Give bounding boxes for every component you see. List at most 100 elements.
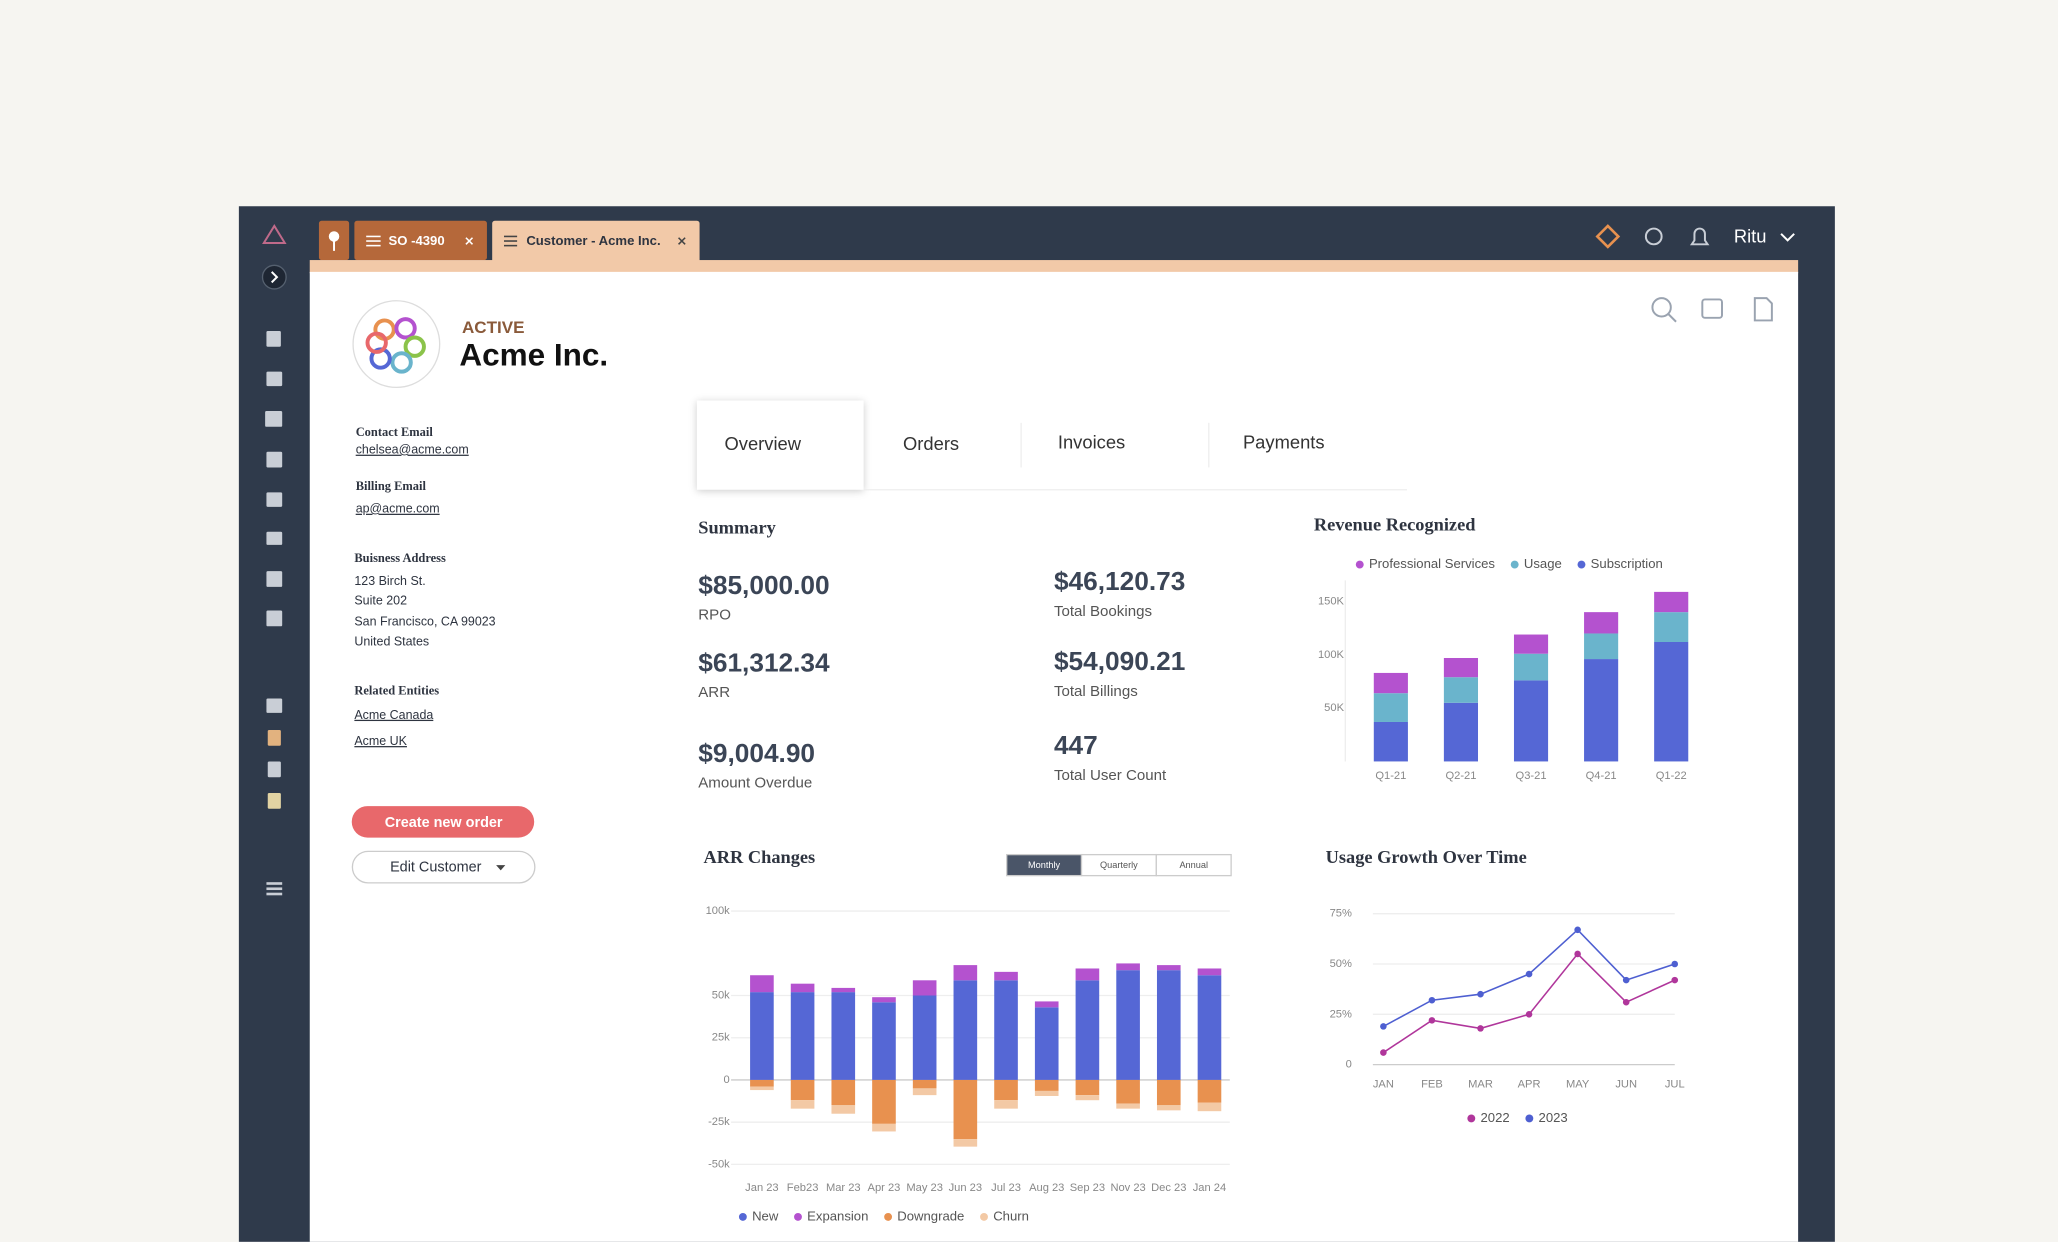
nav-icon[interactable] (266, 371, 283, 387)
x-tick-label: Apr 23 (868, 1182, 901, 1194)
settings-icon[interactable] (1644, 227, 1663, 246)
diamond-icon[interactable] (1595, 224, 1621, 249)
user-name[interactable]: Ritu (1734, 226, 1767, 247)
point (1380, 1023, 1387, 1030)
bar-segment (1654, 591, 1689, 613)
email-link[interactable]: ap@acme.com (356, 502, 440, 516)
edit-customer-button[interactable] (351, 850, 536, 884)
legend-label: Churn (993, 1208, 1029, 1223)
legend-swatch (738, 1212, 747, 1221)
metric-label: Amount Overdue (698, 775, 812, 792)
point (1428, 996, 1436, 1004)
nav-tab[interactable]: Invoices (1058, 432, 1125, 453)
metric-label: RPO (698, 607, 731, 624)
bar-segment (912, 1079, 937, 1089)
section-title: Summary (698, 517, 776, 537)
x-tick-label: APR (1518, 1078, 1541, 1090)
nav-icon[interactable] (266, 330, 281, 347)
metric-label: Total Bookings (1054, 603, 1152, 620)
point (1428, 1017, 1436, 1024)
bar-segment (831, 1105, 856, 1114)
y-tick-label: 100K (1318, 649, 1345, 661)
bar-segment (790, 983, 815, 993)
dropdown-caret (496, 865, 506, 871)
y-tick-label: 25% (1330, 1008, 1352, 1020)
bar-segment (1443, 657, 1479, 678)
tab[interactable] (354, 220, 487, 261)
bar-segment (1116, 1103, 1140, 1109)
active-tab[interactable] (696, 400, 864, 490)
nav-icon[interactable] (266, 531, 283, 545)
search-icon[interactable] (1651, 297, 1672, 318)
bar-segment (790, 992, 815, 1080)
tab-label: SO -4390 (389, 233, 445, 248)
tab-stripe (309, 260, 1799, 274)
email-link[interactable]: chelsea@acme.com (356, 443, 469, 457)
field-label: Buisness Address (354, 551, 446, 565)
nav-icon[interactable] (266, 451, 283, 468)
metric-label: ARR (698, 684, 730, 701)
nav-icon[interactable] (266, 492, 283, 507)
bar-segment (1373, 693, 1408, 722)
x-tick-label: Jan 24 (1193, 1182, 1226, 1194)
tab[interactable] (492, 220, 700, 263)
legend-label: Expansion (807, 1208, 868, 1223)
nav-icon[interactable] (267, 729, 281, 746)
y-tick-label: 0 (724, 1074, 730, 1086)
bar-segment (1034, 1079, 1059, 1091)
x-tick-label: JUL (1665, 1078, 1685, 1090)
nav-icon[interactable] (266, 571, 283, 587)
legend-label: Professional Services (1369, 556, 1495, 571)
x-tick-label: Feb23 (787, 1182, 819, 1194)
nav-icon[interactable] (266, 610, 283, 627)
nav-icon[interactable] (267, 761, 281, 778)
chart-title: Revenue Recognized (1314, 515, 1476, 535)
nav-icon[interactable] (267, 792, 281, 809)
period-label: Monthly (1028, 860, 1061, 870)
bar-segment (1156, 965, 1181, 971)
chart-title: ARR Changes (704, 847, 816, 867)
bell-icon[interactable] (1689, 227, 1710, 246)
point (1622, 976, 1630, 984)
period-toggle[interactable] (1155, 853, 1232, 877)
bar-segment (1443, 677, 1479, 703)
metric-label: Total User Count (1054, 767, 1167, 784)
button-label: Create new order (385, 815, 503, 831)
entity-link[interactable]: Acme UK (354, 734, 407, 748)
print-icon[interactable] (1701, 298, 1723, 319)
metric-value: $54,090.21 (1054, 646, 1185, 676)
bar-segment (912, 995, 937, 1080)
address-line: San Francisco, CA 99023 (354, 615, 495, 629)
entity-link[interactable]: Acme Canada (354, 708, 433, 722)
address-line: United States (354, 634, 429, 648)
export-icon[interactable] (1753, 297, 1773, 322)
address-line: 123 Birch St. (354, 574, 425, 588)
x-tick-label: Jun 23 (949, 1182, 982, 1194)
legend-swatch (980, 1212, 988, 1221)
legend-swatch (1510, 560, 1519, 569)
customer-logo (352, 300, 441, 389)
tab-label: Customer - Acme Inc. (526, 233, 660, 248)
legend-label: 2022 (1481, 1110, 1510, 1125)
bar-segment (1156, 1105, 1181, 1111)
nav-icon[interactable] (266, 698, 283, 713)
summary: Summary $85,000.00 RPO $61,312.34 ARR $9… (698, 517, 1185, 791)
x-tick-label: MAR (1468, 1078, 1493, 1090)
create-order-button[interactable] (351, 806, 535, 838)
nav-icon[interactable] (265, 411, 283, 427)
expand-button[interactable] (261, 264, 287, 290)
nav-tab[interactable]: Overview (725, 433, 802, 454)
point (1477, 990, 1484, 998)
field-label: Related Entities (354, 684, 439, 698)
y-tick-label: 100k (706, 905, 731, 917)
nav-tab[interactable]: Orders (903, 433, 959, 454)
tab-bar: SO -4390 Customer - Acme Inc. Ritu (318, 220, 1795, 263)
nav-tab[interactable]: Payments (1243, 432, 1325, 453)
bar-segment (872, 1123, 896, 1132)
x-tick-label: JUN (1615, 1078, 1637, 1090)
bar-segment (1116, 963, 1140, 971)
menu-icon[interactable] (266, 882, 283, 885)
bar-segment (1373, 721, 1408, 762)
x-tick-label: Jul 23 (991, 1182, 1021, 1194)
bar-segment (1116, 1079, 1140, 1104)
